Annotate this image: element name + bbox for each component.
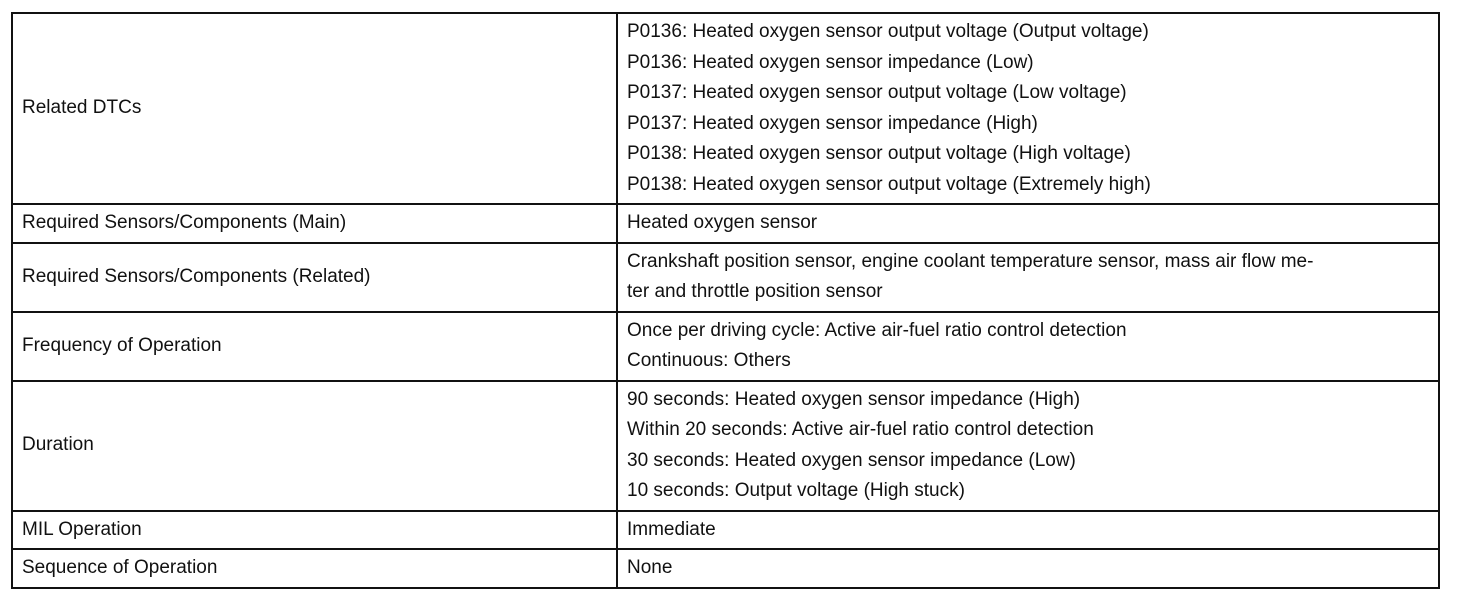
table-row-frequency-of-operation: Frequency of Operation Once per driving … <box>11 310 1440 382</box>
value-line: P0137: Heated oxygen sensor impedance (H… <box>627 112 1038 134</box>
table-row-mil-operation: MIL Operation Immediate <box>11 509 1440 550</box>
table-row-required-sensors-related: Required Sensors/Components (Related) Cr… <box>11 241 1440 313</box>
value-line: P0136: Heated oxygen sensor output volta… <box>627 21 1149 42</box>
value-line: Immediate <box>627 518 716 540</box>
row-value: 90 seconds: Heated oxygen sensor impedan… <box>616 379 1440 512</box>
value-line: Heated oxygen sensor <box>627 212 818 233</box>
row-label: Frequency of Operation <box>11 310 618 382</box>
value-line: 90 seconds: Heated oxygen sensor impedan… <box>627 388 1081 410</box>
row-label: Related DTCs <box>11 12 618 205</box>
value-line: Crankshaft position sensor, engine coola… <box>627 250 1314 272</box>
row-value: None <box>616 548 1440 589</box>
value-line: Within 20 seconds: Active air-fuel ratio… <box>627 419 1094 440</box>
value-line: ter and throttle position sensor <box>627 281 883 302</box>
row-value: Once per driving cycle: Active air-fuel … <box>616 310 1440 382</box>
value-line: P0138: Heated oxygen sensor output volta… <box>627 143 1131 164</box>
row-label: Required Sensors/Components (Main) <box>11 203 618 244</box>
row-label: MIL Operation <box>11 509 618 550</box>
value-line: Once per driving cycle: Active air-fuel … <box>627 319 1127 341</box>
monitor-spec-table: Related DTCs P0136: Heated oxygen sensor… <box>11 12 1440 589</box>
row-value: Heated oxygen sensor <box>616 203 1440 244</box>
table-row-related-dtcs: Related DTCs P0136: Heated oxygen sensor… <box>11 12 1440 205</box>
value-line: P0136: Heated oxygen sensor impedance (L… <box>627 51 1034 73</box>
value-line: 30 seconds: Heated oxygen sensor impedan… <box>627 449 1076 471</box>
row-value: Crankshaft position sensor, engine coola… <box>616 241 1440 313</box>
row-value: Immediate <box>616 509 1440 550</box>
row-value: P0136: Heated oxygen sensor output volta… <box>616 12 1440 205</box>
row-label: Sequence of Operation <box>11 548 618 589</box>
value-line: 10 seconds: Output voltage (High stuck) <box>627 480 965 501</box>
table-row-required-sensors-main: Required Sensors/Components (Main) Heate… <box>11 203 1440 244</box>
row-label: Required Sensors/Components (Related) <box>11 241 618 313</box>
table-row-sequence-of-operation: Sequence of Operation None <box>11 548 1440 589</box>
value-line: None <box>627 557 673 578</box>
value-line: P0138: Heated oxygen sensor output volta… <box>627 173 1151 195</box>
value-line: P0137: Heated oxygen sensor output volta… <box>627 82 1127 103</box>
table-row-duration: Duration 90 seconds: Heated oxygen senso… <box>11 379 1440 512</box>
row-label: Duration <box>11 379 618 512</box>
value-line: Continuous: Others <box>627 350 791 371</box>
